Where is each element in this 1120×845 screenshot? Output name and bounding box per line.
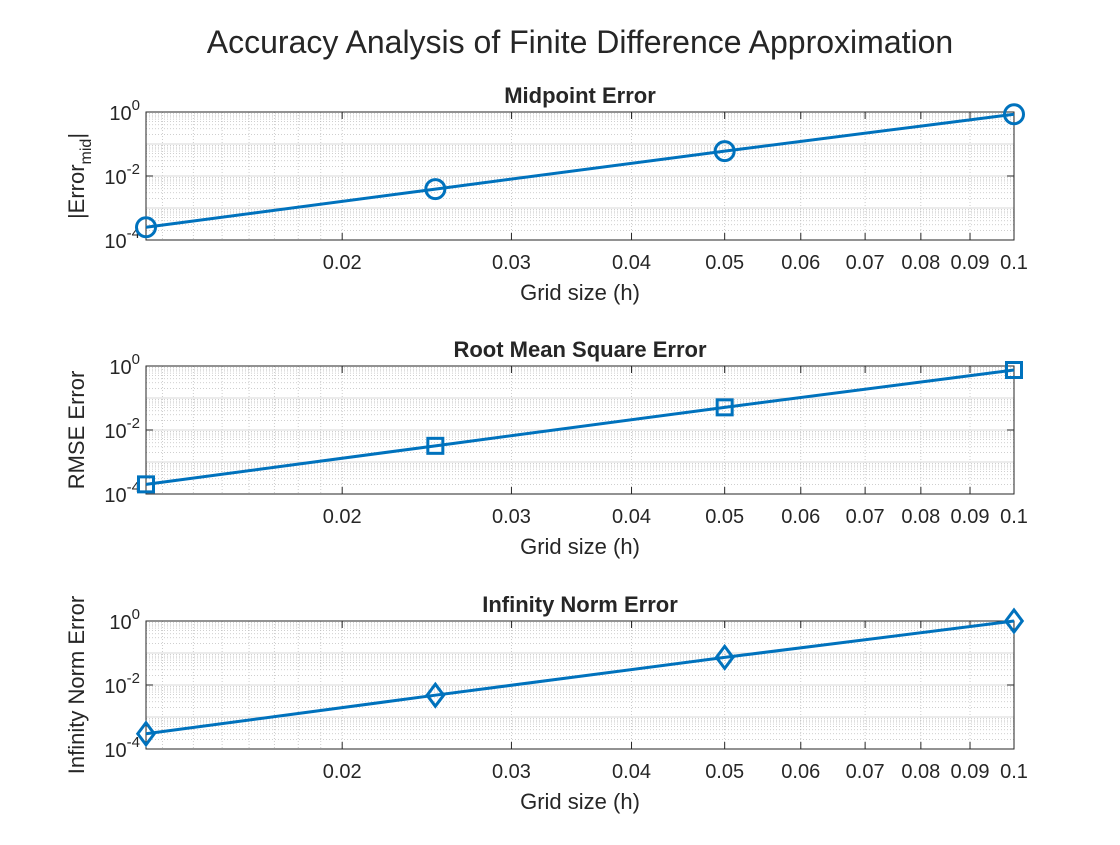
subplot-title: Root Mean Square Error <box>453 337 706 362</box>
data-point <box>425 681 446 709</box>
x-tick-label: 0.04 <box>612 761 651 783</box>
x-tick-label: 0.1 <box>1000 506 1028 528</box>
subplot-2: 0.02 0.03 0.04 0.05 0.06 0.07 0.08 0.09 0.1 10-4 1… <box>64 337 1028 559</box>
x-tick-label: 0.1 <box>1000 761 1028 783</box>
data-point <box>424 178 447 201</box>
data-point <box>135 216 157 239</box>
x-tick-label: 0.07 <box>846 761 885 783</box>
subplot-title: Infinity Norm Error <box>482 592 678 617</box>
x-tick-label: 0.09 <box>951 506 990 528</box>
x-tick-label: 0.08 <box>901 506 940 528</box>
x-tick-label: 0.09 <box>951 761 990 783</box>
data-point <box>714 643 735 671</box>
y-tick-label: 10-4 <box>104 734 140 762</box>
x-tick-label: 0.04 <box>612 252 651 274</box>
minor-grid <box>146 621 1014 749</box>
x-tick-label: 0.09 <box>951 252 990 274</box>
x-tick-label: 0.02 <box>323 761 362 783</box>
data-point <box>1003 607 1025 635</box>
subplot-3: 0.02 0.03 0.04 0.05 0.06 0.07 0.08 0.09 0.1 10-4 1… <box>64 592 1028 814</box>
series-line <box>145 619 1015 736</box>
x-tick-label: 0.02 <box>323 506 362 528</box>
y-axis-label: Infinity Norm Error <box>64 596 89 774</box>
data-point <box>713 140 736 163</box>
x-tick-label: 0.06 <box>781 252 820 274</box>
x-axis-label: Grid size (h) <box>520 534 640 559</box>
y-tick-label: 10-4 <box>104 225 140 253</box>
figure-title: Accuracy Analysis of Finite Difference A… <box>207 24 953 60</box>
x-tick-label: 0.05 <box>705 761 744 783</box>
x-tick-label: 0.1 <box>1000 252 1028 274</box>
y-tick-label: 10-2 <box>104 161 140 189</box>
y-tick-label: 10-2 <box>104 415 140 443</box>
x-axis-label: Grid size (h) <box>520 280 640 305</box>
subplot-1: 0.02 0.03 0.04 0.05 0.06 0.07 0.08 0.09 0.1 10-4 1… <box>64 83 1028 305</box>
x-tick-label: 0.08 <box>901 252 940 274</box>
data-point <box>137 475 155 494</box>
x-tick-label: 0.02 <box>323 252 362 274</box>
x-tick-label: 0.07 <box>846 506 885 528</box>
y-tick-label: 100 <box>109 97 140 125</box>
data-point <box>426 436 445 455</box>
x-tick-label: 0.03 <box>492 761 531 783</box>
y-tick-label: 100 <box>109 606 140 634</box>
minor-grid <box>146 112 1014 240</box>
subplot-title: Midpoint Error <box>504 83 656 108</box>
x-tick-label: 0.03 <box>492 252 531 274</box>
y-tick-label: 100 <box>109 351 140 379</box>
x-tick-label: 0.07 <box>846 252 885 274</box>
series-line <box>145 368 1015 486</box>
x-tick-label: 0.06 <box>781 506 820 528</box>
y-axis-label: RMSE Error <box>64 371 89 490</box>
x-tick-label: 0.08 <box>901 761 940 783</box>
data-point <box>1003 103 1025 126</box>
x-tick-label: 0.06 <box>781 761 820 783</box>
x-axis-label: Grid size (h) <box>520 789 640 814</box>
x-tick-label: 0.05 <box>705 506 744 528</box>
y-tick-label: 10-2 <box>104 670 140 698</box>
y-tick-label: 10-4 <box>104 479 140 507</box>
data-point <box>715 398 734 417</box>
data-point <box>135 720 157 748</box>
y-axis-label: |Errormid| <box>64 133 95 219</box>
x-tick-label: 0.05 <box>705 252 744 274</box>
x-tick-label: 0.03 <box>492 506 531 528</box>
data-point <box>1005 360 1023 379</box>
x-tick-label: 0.04 <box>612 506 651 528</box>
series-line <box>145 112 1015 229</box>
